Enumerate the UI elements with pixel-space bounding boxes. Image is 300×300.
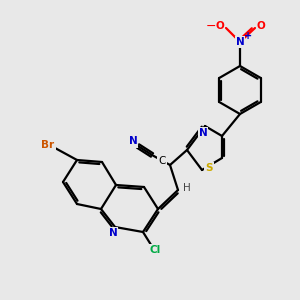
- Text: Cl: Cl: [149, 245, 161, 255]
- Text: N: N: [129, 137, 137, 147]
- Text: O: O: [256, 21, 266, 31]
- Text: O: O: [216, 21, 224, 31]
- Text: H: H: [183, 183, 191, 193]
- Text: −: −: [206, 20, 216, 32]
- Text: S: S: [205, 163, 213, 173]
- Text: Br: Br: [41, 140, 55, 150]
- Text: N: N: [109, 228, 117, 238]
- Text: N: N: [236, 37, 244, 47]
- Text: +: +: [244, 31, 252, 41]
- Text: N: N: [129, 136, 137, 146]
- Text: N: N: [199, 128, 207, 138]
- Text: C: C: [158, 156, 166, 166]
